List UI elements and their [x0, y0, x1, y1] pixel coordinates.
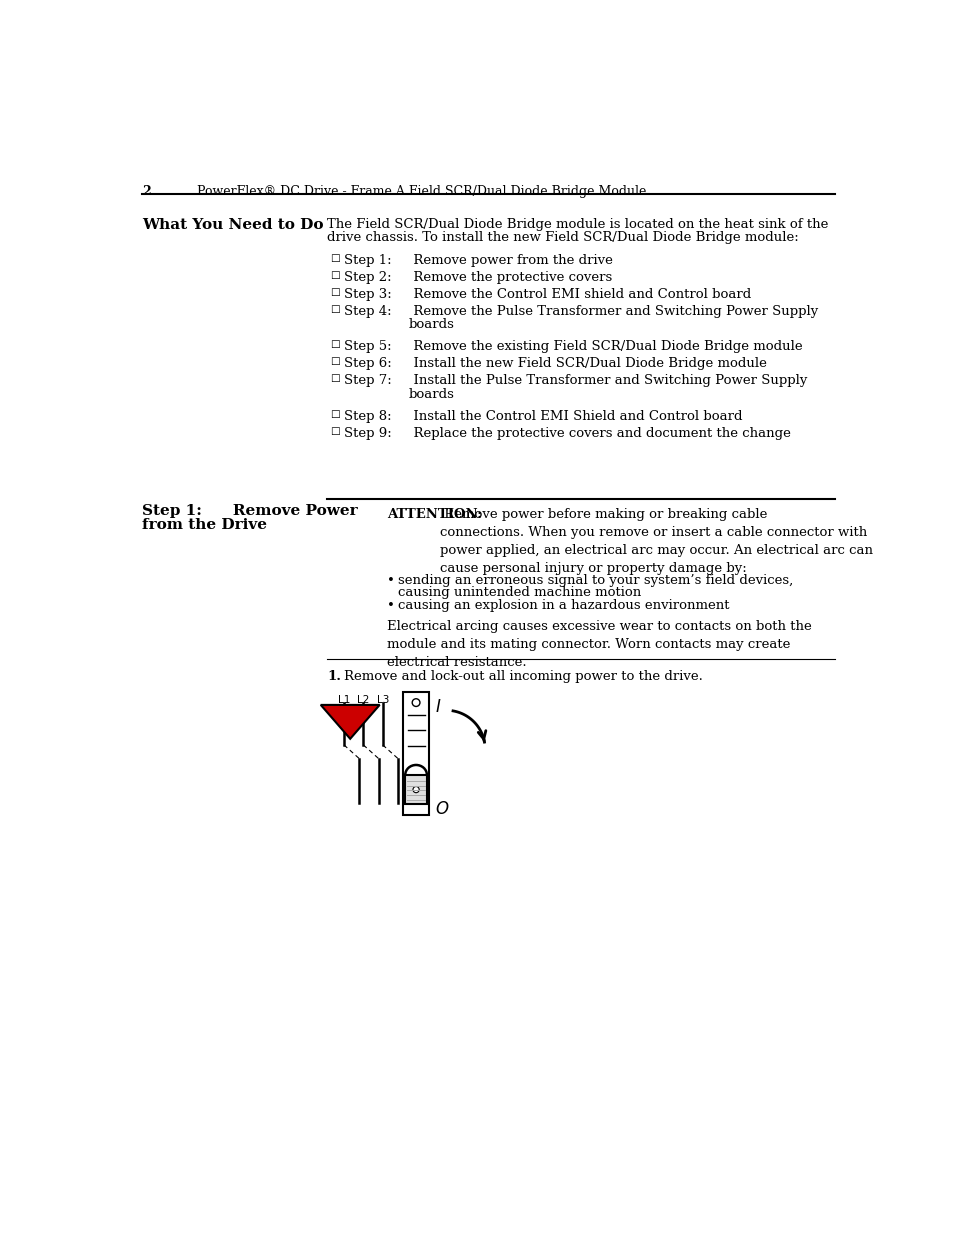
Text: Remove and lock-out all incoming power to the drive.: Remove and lock-out all incoming power t…	[344, 671, 702, 683]
Text: boards: boards	[408, 319, 454, 331]
Text: causing an explosion in a hazardous environment: causing an explosion in a hazardous envi…	[397, 599, 729, 613]
Text: □: □	[330, 374, 339, 383]
Text: L3: L3	[376, 695, 389, 705]
Text: □: □	[330, 427, 339, 436]
Text: Step 8:   Install the Control EMI Shield and Control board: Step 8: Install the Control EMI Shield a…	[344, 410, 741, 424]
Text: 2: 2	[142, 185, 152, 198]
Text: L2: L2	[356, 695, 369, 705]
Text: □: □	[330, 357, 339, 366]
Text: Step 9:   Replace the protective covers and document the change: Step 9: Replace the protective covers an…	[344, 427, 790, 440]
Text: □: □	[330, 270, 339, 279]
Text: boards: boards	[408, 388, 454, 400]
Text: I: I	[435, 698, 440, 716]
Text: Step 1:    Remove Power: Step 1: Remove Power	[142, 504, 357, 517]
Text: Step 4:   Remove the Pulse Transformer and Switching Power Supply: Step 4: Remove the Pulse Transformer and…	[344, 305, 818, 317]
Text: Step 2:   Remove the protective covers: Step 2: Remove the protective covers	[344, 270, 612, 284]
Text: What You Need to Do: What You Need to Do	[142, 217, 324, 231]
Text: drive chassis. To install the new Field SCR/Dual Diode Bridge module:: drive chassis. To install the new Field …	[327, 231, 798, 243]
Bar	[402, 692, 429, 815]
Text: Step 7:   Install the Pulse Transformer and Switching Power Supply: Step 7: Install the Pulse Transformer an…	[344, 374, 806, 387]
Text: •: •	[387, 574, 395, 587]
Text: causing unintended machine motion: causing unintended machine motion	[397, 587, 640, 599]
Text: Step 3:   Remove the Control EMI shield and Control board: Step 3: Remove the Control EMI shield an…	[344, 288, 750, 300]
Text: □: □	[330, 410, 339, 419]
Circle shape	[413, 787, 418, 793]
Text: □: □	[330, 253, 339, 263]
Text: sending an erroneous signal to your system’s field devices,: sending an erroneous signal to your syst…	[397, 574, 793, 587]
Text: □: □	[330, 288, 339, 296]
Text: □: □	[330, 305, 339, 314]
Text: □: □	[330, 340, 339, 350]
Text: The Field SCR/Dual Diode Bridge module is located on the heat sink of the: The Field SCR/Dual Diode Bridge module i…	[327, 217, 827, 231]
Text: ATTENTION:: ATTENTION:	[387, 508, 482, 521]
Text: Step 6:   Install the new Field SCR/Dual Diode Bridge module: Step 6: Install the new Field SCR/Dual D…	[344, 357, 766, 369]
Text: Remove power before making or breaking cable
connections. When you remove or ins: Remove power before making or breaking c…	[439, 508, 872, 574]
Text: Step 1:   Remove power from the drive: Step 1: Remove power from the drive	[344, 253, 612, 267]
Text: L1: L1	[337, 695, 350, 705]
Circle shape	[412, 699, 419, 706]
Text: 1.: 1.	[327, 671, 340, 683]
Polygon shape	[320, 705, 379, 739]
Text: Step 5:   Remove the existing Field SCR/Dual Diode Bridge module: Step 5: Remove the existing Field SCR/Du…	[344, 340, 801, 353]
Text: •: •	[387, 599, 395, 613]
Text: PowerFlex® DC Drive - Frame A Field SCR/Dual Diode Bridge Module: PowerFlex® DC Drive - Frame A Field SCR/…	[196, 185, 645, 198]
Text: O: O	[435, 800, 448, 819]
Bar	[405, 776, 427, 804]
Text: Electrical arcing causes excessive wear to contacts on both the
module and its m: Electrical arcing causes excessive wear …	[387, 620, 811, 669]
Text: !: !	[345, 520, 355, 538]
Text: from the Drive: from the Drive	[142, 517, 267, 532]
